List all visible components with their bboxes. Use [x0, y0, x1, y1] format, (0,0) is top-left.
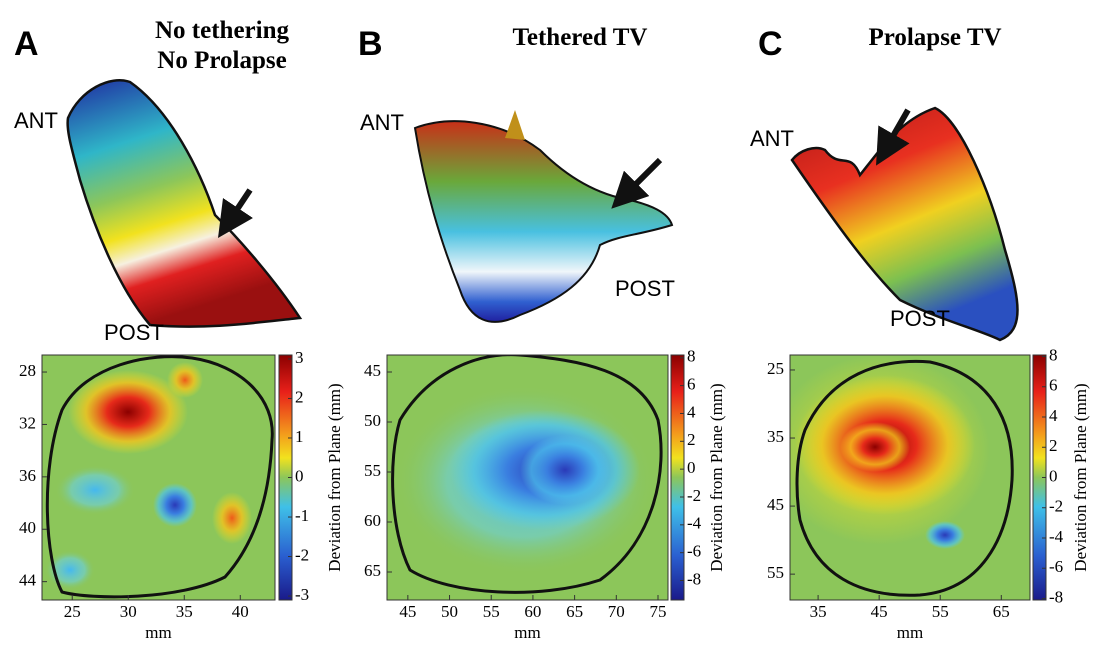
panel-title: Tethered TV: [513, 24, 648, 51]
x-tick-label: 60: [524, 602, 541, 621]
x-axis-label: mm: [145, 623, 171, 642]
colorbar-tick-label: 4: [1049, 406, 1058, 425]
panel-label: A: [14, 25, 39, 63]
panel-title: Prolapse TV: [868, 24, 1001, 51]
colorbar-tick-label: -6: [687, 542, 701, 561]
colorbar-tick-label: 2: [687, 430, 696, 449]
annotation: ANT: [14, 108, 58, 133]
surface-a: [68, 80, 300, 326]
colorbar-tick-label: 6: [1049, 376, 1058, 395]
colorbar-tick-label: -4: [1049, 527, 1064, 546]
x-tick-label: 40: [232, 602, 249, 621]
y-tick-label: 55: [767, 563, 784, 582]
x-tick-label: 35: [176, 602, 193, 621]
x-tick-label: 45: [871, 602, 888, 621]
annotation: POST: [104, 320, 164, 345]
colorbar-tick-label: 2: [295, 387, 304, 406]
y-tick-label: 25: [767, 359, 784, 378]
x-tick-label: 55: [932, 602, 949, 621]
y-tick-label: 65: [364, 561, 381, 580]
colorbar-tick-label: -6: [1049, 557, 1063, 576]
y-tick-label: 28: [19, 361, 36, 380]
colorbar-tick-label: 0: [687, 458, 696, 477]
colorbar-tick-label: -1: [295, 506, 309, 525]
panel-label: C: [758, 25, 783, 63]
x-tick-label: 55: [483, 602, 500, 621]
colorbar-tick-label: 0: [1049, 466, 1058, 485]
y-tick-label: 36: [19, 466, 36, 485]
x-tick-label: 45: [399, 602, 416, 621]
x-tick-label: 35: [810, 602, 827, 621]
figure: A No tethering No Prolapse ANT POST B Te…: [0, 0, 1100, 645]
colorbar-tick-label: -2: [295, 545, 309, 564]
colorbar-tick-label: -4: [687, 514, 702, 533]
panel-label: B: [358, 25, 383, 63]
annotation: POST: [615, 276, 675, 301]
x-tick-label: 25: [64, 602, 81, 621]
y-tick-label: 44: [19, 571, 37, 590]
colorbar-tick-label: 4: [687, 402, 696, 421]
annotation: ANT: [360, 110, 404, 135]
y-tick-label: 55: [364, 461, 381, 480]
colorbar-tick-label: -3: [295, 585, 309, 604]
colorbar-tick-label: 1: [295, 427, 304, 446]
x-tick-label: 65: [993, 602, 1010, 621]
colorbar-tick-label: 0: [295, 466, 304, 485]
heatmap-c-field: [770, 355, 1030, 600]
panel-title: No Prolapse: [157, 47, 286, 74]
annotation: POST: [890, 306, 950, 331]
x-axis-label: mm: [514, 623, 540, 642]
x-tick-label: 30: [120, 602, 137, 621]
colorbar-tick-label: -8: [687, 569, 701, 588]
x-tick-label: 75: [649, 602, 666, 621]
annotation: ANT: [750, 126, 794, 151]
panel-title: No tethering: [155, 17, 289, 44]
y-tick-label: 35: [767, 427, 784, 446]
colorbar-tick-label: 3: [295, 348, 304, 367]
x-axis-label: mm: [897, 623, 923, 642]
y-tick-label: 40: [19, 518, 36, 537]
x-tick-label: 70: [608, 602, 625, 621]
colorbar-tick-label: 8: [687, 347, 696, 366]
colorbar-tick-label: 2: [1049, 436, 1058, 455]
y-tick-label: 32: [19, 413, 36, 432]
y-tick-label: 60: [364, 511, 381, 530]
colorbar-tick-label: -8: [1049, 587, 1063, 606]
y-tick-label: 50: [364, 411, 381, 430]
heatmap-a-field: [42, 355, 275, 600]
y-tick-label: 45: [767, 495, 784, 514]
x-tick-label: 50: [441, 602, 458, 621]
x-tick-label: 65: [566, 602, 583, 621]
colorbar-tick-label: -2: [687, 486, 701, 505]
heatmap-b-field: [387, 355, 668, 600]
colorbar-tick-label: 8: [1049, 345, 1058, 364]
y-tick-label: 45: [364, 361, 381, 380]
colorbar-label: Deviation from Plane (mm): [325, 383, 344, 571]
colorbar-label: Deviation from Plane (mm): [707, 383, 726, 571]
colorbar-tick-label: -2: [1049, 497, 1063, 516]
colorbar: [671, 355, 684, 600]
colorbar-tick-label: 6: [687, 375, 696, 394]
colorbar-label: Deviation from Plane (mm): [1071, 383, 1090, 571]
